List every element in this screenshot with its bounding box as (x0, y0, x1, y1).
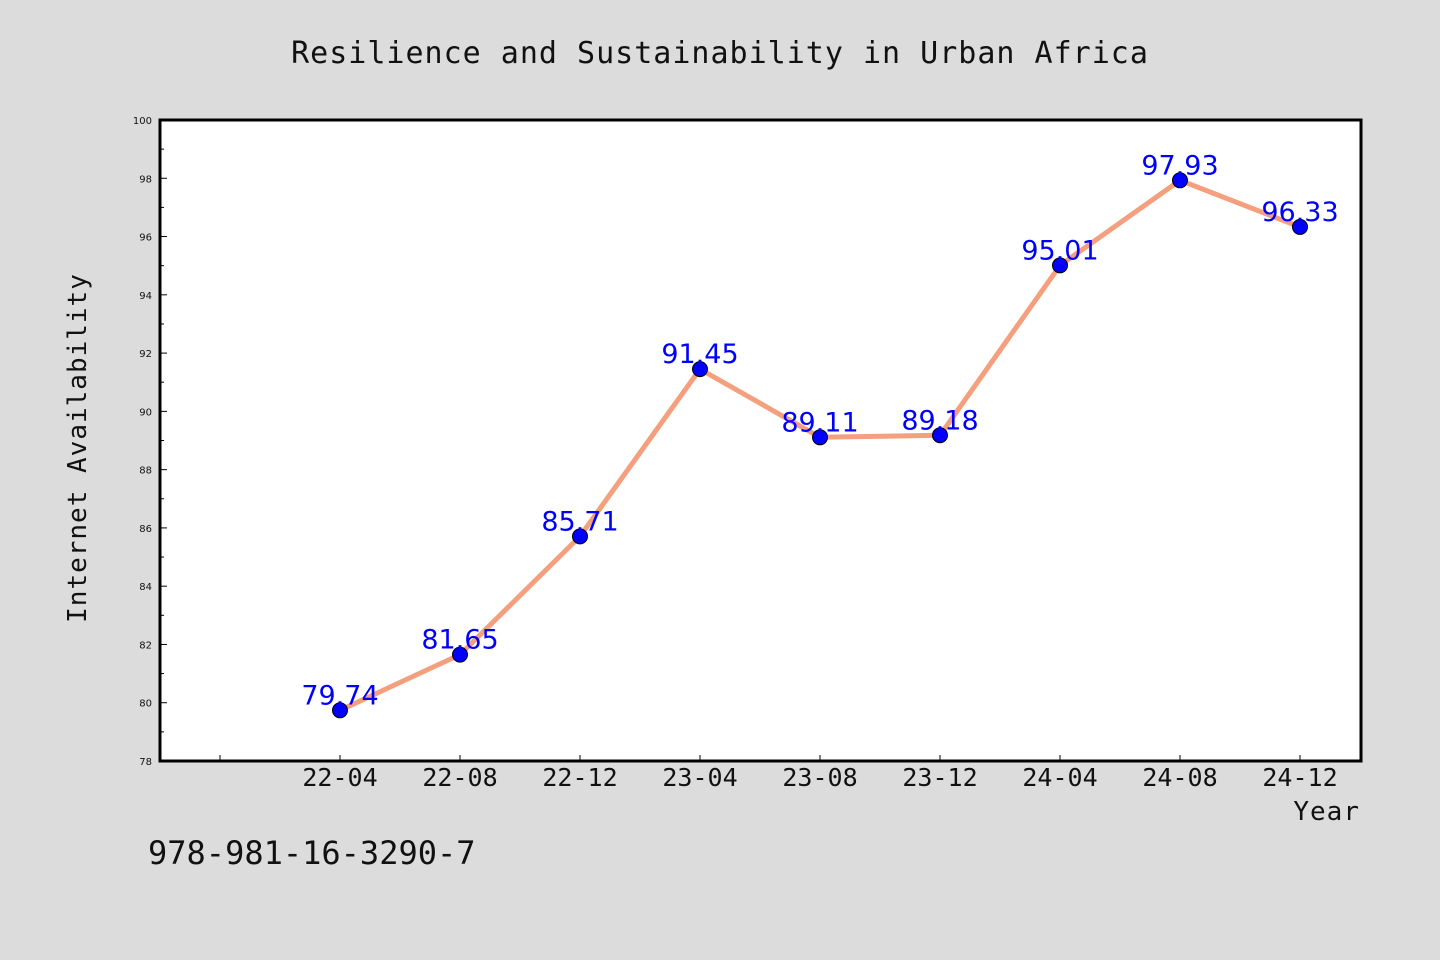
data-point-marker (1052, 257, 1068, 274)
y-tick-label: 94 (139, 291, 152, 302)
y-tick-label: 100 (133, 116, 152, 127)
y-tick-label: 78 (139, 757, 152, 768)
plot-frame (158, 118, 1363, 763)
y-tick-label: 92 (139, 349, 152, 360)
data-point-marker (692, 361, 708, 378)
data-label: 95.01 (1021, 235, 1098, 266)
x-tick-label: 24-12 (1262, 763, 1337, 792)
x-tick-label: 22-12 (542, 763, 617, 792)
x-tick-label: 22-08 (422, 763, 497, 792)
data-label: 85.71 (541, 506, 618, 537)
data-point-marker (1172, 172, 1188, 189)
data-point-marker (812, 429, 828, 446)
y-tick-label: 80 (139, 699, 152, 710)
y-tick-label: 82 (139, 640, 152, 651)
data-point-marker (452, 646, 468, 663)
data-label: 79.74 (301, 680, 378, 711)
data-label: 89.11 (781, 407, 858, 438)
x-axis: 22-04 22-08 22-12 23-04 23-08 23-12 24-04 24-08… (219, 755, 1338, 792)
data-label: 97.93 (1141, 150, 1218, 181)
x-tick-label: 24-04 (1022, 763, 1097, 792)
data-point-marker (332, 702, 348, 719)
y-axis: 78 80 82 84 86 88 90 92 94 96 98 100 (133, 116, 167, 768)
data-point-marker (932, 427, 948, 444)
data-labels: 79.74 81.65 85.71 91.45 89.11 89.18 95.01 97.93… (301, 150, 1338, 711)
isbn-text: 978-981-16-3290-7 (148, 834, 476, 872)
y-tick-label: 90 (139, 407, 152, 418)
y-tick-label: 96 (139, 233, 152, 244)
y-axis-label: Internet Availability (63, 273, 93, 623)
y-tick-label: 84 (139, 582, 152, 593)
data-point-marker (572, 528, 588, 545)
x-tick-label: 22-04 (302, 763, 377, 792)
plot-area (160, 120, 1361, 761)
chart-title: Resilience and Sustainability in Urban A… (291, 36, 1149, 71)
x-axis-label: Year (1293, 797, 1360, 827)
x-tick-label: 23-12 (902, 763, 977, 792)
data-label: 81.65 (421, 625, 498, 656)
x-tick-label: 24-08 (1142, 763, 1217, 792)
x-tick-label: 23-04 (662, 763, 737, 792)
data-point-marker (1292, 218, 1308, 235)
data-markers (332, 172, 1308, 719)
data-label: 89.18 (901, 405, 978, 436)
y-tick-label: 88 (139, 466, 152, 477)
data-label: 91.45 (661, 339, 738, 370)
y-tick-label: 98 (139, 174, 152, 185)
y-tick-label: 86 (139, 524, 152, 535)
data-label: 96.33 (1261, 197, 1338, 228)
x-tick-label: 23-08 (782, 763, 857, 792)
